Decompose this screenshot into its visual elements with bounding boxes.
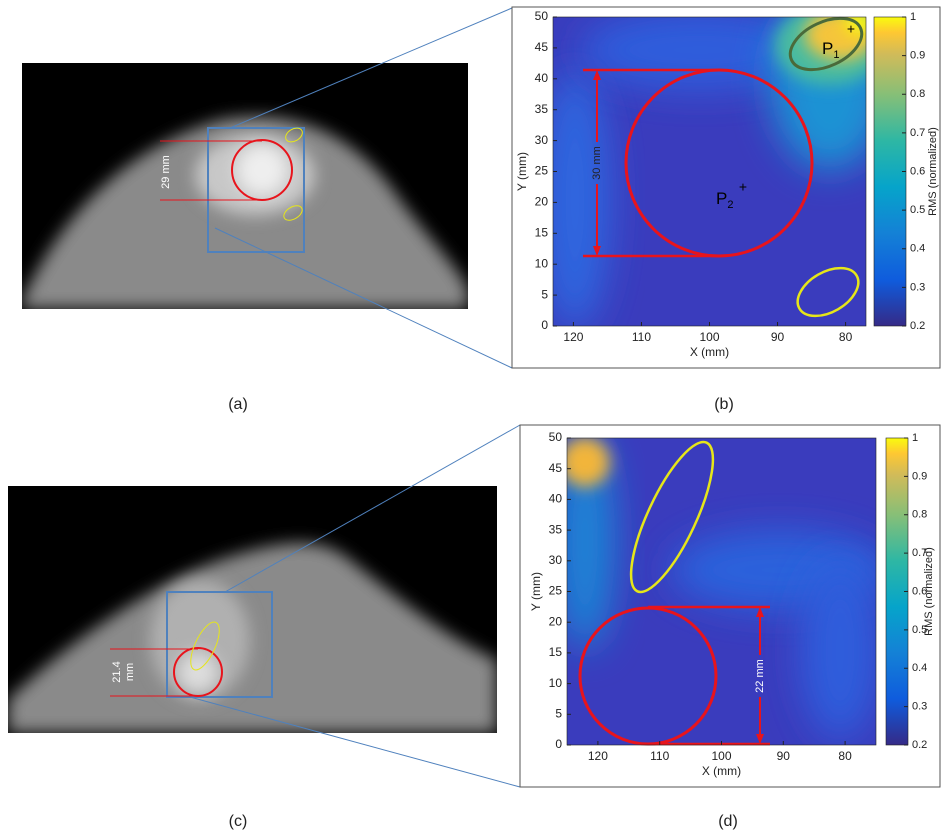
mammogram-a [22,63,468,309]
y-tick-label: 40 [549,492,563,506]
y-tick-label: 25 [549,584,563,598]
point-letter: P [822,39,833,58]
y-axis-label: Y (mm) [515,152,529,191]
panel-label: (a) [228,396,248,413]
colorbar-tick-label: 0.8 [912,509,927,521]
point-sub: 2 [727,199,733,211]
colorbar-label: RMS (normalized) [927,127,939,216]
colorbar-tick-label: 0.4 [912,662,927,674]
colorbar [874,17,906,326]
colorbar-tick-label: 0.2 [910,320,925,332]
mammogram-c [8,486,497,733]
y-tick-label: 30 [549,553,563,567]
measure-label: 21.4 [111,661,123,682]
colorbar-tick-label: 0.4 [910,243,925,255]
point-letter: P [716,189,727,208]
y-tick-label: 15 [549,645,563,659]
x-tick-label: 80 [839,330,853,344]
x-tick-label: 90 [777,749,791,763]
y-tick-label: 0 [555,737,562,751]
x-axis-label: X (mm) [690,345,729,359]
x-tick-label: 120 [563,330,583,344]
y-tick-label: 45 [549,461,563,475]
colorbar-tick-label: 0.9 [910,50,925,62]
y-tick-label: 10 [549,676,563,690]
colorbar-tick-label: 1 [912,432,918,444]
lesion [178,652,218,692]
y-tick-label: 0 [541,318,548,332]
colorbar-tick-label: 0.6 [910,165,925,177]
colorbar-label-group: RMS (normalized) [923,547,935,636]
measure-label: 30 mm [591,146,603,180]
x-tick-label: 110 [632,330,651,344]
y-tick-label: 30 [535,133,549,147]
colorbar-tick-label: 0.9 [912,470,927,482]
y-tick-label: 40 [535,71,549,85]
heat-region [560,437,610,487]
colorbar-tick-label: 0.7 [910,127,925,139]
colorbar-tick-label: 0.2 [912,739,927,751]
panel-label: (d) [718,813,738,830]
x-tick-label: 120 [588,749,608,763]
figure: 29 mm (a) 30 mm + + P1 P2 (b) 21.4 mm (c… [0,0,941,836]
colorbar-label: RMS (normalized) [923,547,935,636]
y-tick-label: 5 [541,287,548,301]
point-sub: 1 [833,49,839,61]
measure-label: 29 mm [160,155,172,189]
x-axis-label: X (mm) [702,764,741,778]
x-tick-label: 80 [838,749,852,763]
panel-label: (c) [229,813,248,830]
y-tick-label: 5 [555,706,562,720]
colorbar-tick-label: 0.8 [910,88,925,100]
y-tick-label: 50 [549,430,563,444]
measure-label: 22 mm [754,659,766,693]
colorbar-label-group: RMS (normalized) [927,127,939,216]
x-tick-label: 90 [771,330,785,344]
y-tick-label: 20 [549,614,563,628]
colorbar-tick-label: 0.3 [910,281,925,293]
y-tick-label: 35 [549,522,563,536]
point-marker: + [739,179,747,195]
y-tick-label: 15 [535,225,549,239]
x-tick-label: 110 [650,749,669,763]
y-tick-label: 50 [535,9,549,23]
point-marker: + [847,21,855,37]
panel-label: (b) [714,396,734,413]
y-tick-label: 25 [535,164,549,178]
heatmap-d [555,430,890,745]
lesion [237,145,287,195]
colorbar-tick-label: 0.3 [912,701,927,713]
y-tick-label: 20 [535,195,549,209]
x-tick-label: 100 [699,330,719,344]
y-tick-label: 45 [535,40,549,54]
colorbar-tick-label: 0.5 [910,204,925,216]
y-axis-label: Y (mm) [529,572,543,611]
measure-label: mm [124,663,136,681]
y-tick-label: 10 [535,256,549,270]
heat-region [800,560,880,740]
x-tick-label: 100 [711,749,731,763]
y-tick-label: 35 [535,102,549,116]
colorbar-tick-label: 1 [910,11,916,23]
